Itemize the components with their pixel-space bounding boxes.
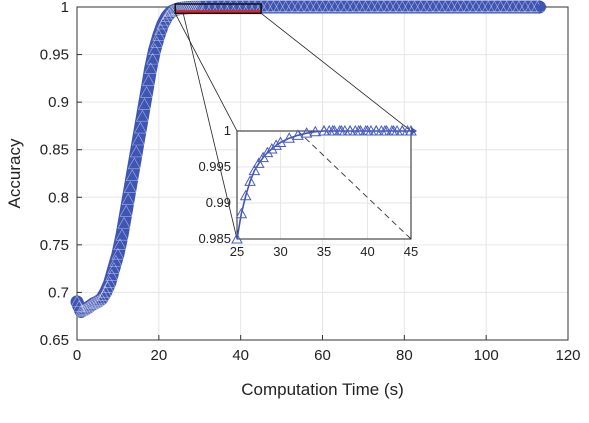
data-point xyxy=(74,304,88,317)
y-tick-label: 1 xyxy=(61,0,69,16)
data-point xyxy=(131,133,145,146)
inset-data-point xyxy=(261,146,274,158)
inset-dashed-guide xyxy=(297,130,412,240)
data-point xyxy=(115,228,129,241)
inset-data-point xyxy=(252,157,265,168)
data-point xyxy=(164,5,178,17)
data-point xyxy=(133,121,147,134)
data-point xyxy=(168,3,182,15)
data-point xyxy=(101,281,115,293)
x-tick-label: 20 xyxy=(150,347,167,364)
data-point xyxy=(86,297,100,309)
inset-data-point xyxy=(401,124,414,136)
inset-data-point xyxy=(283,132,296,143)
data-point xyxy=(127,157,141,170)
connector-line xyxy=(182,13,238,240)
inset-data-point xyxy=(239,189,252,201)
data-point xyxy=(123,181,137,193)
data-point xyxy=(103,276,117,289)
y-tick-label: 0.8 xyxy=(48,189,69,206)
y-tick-label: 0.85 xyxy=(40,142,69,159)
inset-data-point xyxy=(309,125,322,137)
inset-data-point xyxy=(244,175,256,186)
data-point xyxy=(105,269,119,281)
inset-x-tick-label: 45 xyxy=(404,244,418,259)
data-point xyxy=(148,43,162,55)
inset-series-line xyxy=(236,130,411,240)
inset-x-tick-label: 30 xyxy=(273,244,287,259)
series-end-marker xyxy=(539,0,548,14)
inset-data-point xyxy=(270,139,282,150)
inset-x-tick-label: 25 xyxy=(230,244,244,259)
x-axis-label: Computation Time (s) xyxy=(241,380,404,399)
inset-y-tick-label: 0.99 xyxy=(206,195,231,210)
data-point xyxy=(125,169,139,181)
y-axis-label: Accuracy xyxy=(5,138,24,208)
inset-data-point xyxy=(235,207,248,219)
x-tick-label: 100 xyxy=(474,347,499,364)
y-tick-label: 0.7 xyxy=(48,284,69,301)
inset-data-point xyxy=(248,164,261,176)
x-tick-label: 0 xyxy=(73,347,81,364)
data-point xyxy=(150,36,164,48)
inset-data-point xyxy=(231,232,243,244)
data-point xyxy=(154,23,168,35)
inset-y-tick-label: 1 xyxy=(224,123,231,138)
zoom-region-box xyxy=(174,3,262,15)
data-point xyxy=(119,204,133,217)
data-point xyxy=(146,52,160,65)
data-point xyxy=(140,86,154,98)
inset-x-tick-label: 35 xyxy=(317,244,331,259)
inset-x-tick-label: 40 xyxy=(360,244,374,259)
data-point xyxy=(109,254,123,267)
data-point xyxy=(142,74,156,86)
data-point xyxy=(84,298,98,311)
data-point xyxy=(160,9,174,22)
inset-data-point xyxy=(292,129,304,140)
data-point xyxy=(129,145,143,158)
y-tick-label: 0.9 xyxy=(48,94,69,111)
zoom-region-fill xyxy=(175,10,262,14)
x-tick-label: 40 xyxy=(232,347,249,364)
data-point xyxy=(117,216,131,229)
inset-series-end-marker xyxy=(411,127,417,135)
data-point xyxy=(90,295,104,308)
inset-data-point xyxy=(257,151,269,163)
data-point xyxy=(162,7,176,20)
x-tick-label: 120 xyxy=(555,347,580,364)
y-tick-label: 0.95 xyxy=(40,47,69,64)
data-point xyxy=(78,302,92,315)
x-tick-label: 60 xyxy=(314,347,331,364)
data-point xyxy=(113,238,127,250)
data-point xyxy=(135,109,149,122)
inset-y-tick-label: 0.985 xyxy=(198,231,231,246)
data-point xyxy=(70,295,84,308)
y-tick-label: 0.65 xyxy=(40,332,69,349)
data-point xyxy=(88,296,102,308)
y-tick-label: 0.75 xyxy=(40,237,69,254)
data-point xyxy=(92,293,107,306)
inset-data-point xyxy=(274,136,287,148)
inset-y-tick-label: 0.995 xyxy=(198,159,231,174)
data-point xyxy=(121,193,135,205)
data-point xyxy=(111,247,125,260)
data-point xyxy=(99,285,113,298)
connector-line xyxy=(260,13,412,132)
connector-line xyxy=(174,13,238,132)
data-point xyxy=(82,300,96,312)
data-point xyxy=(107,262,121,274)
data-point xyxy=(144,62,158,74)
data-point xyxy=(138,97,152,110)
data-point xyxy=(152,28,166,41)
inset-data-point xyxy=(265,142,278,154)
inset-data-point xyxy=(300,127,313,138)
x-tick-label: 80 xyxy=(396,347,413,364)
